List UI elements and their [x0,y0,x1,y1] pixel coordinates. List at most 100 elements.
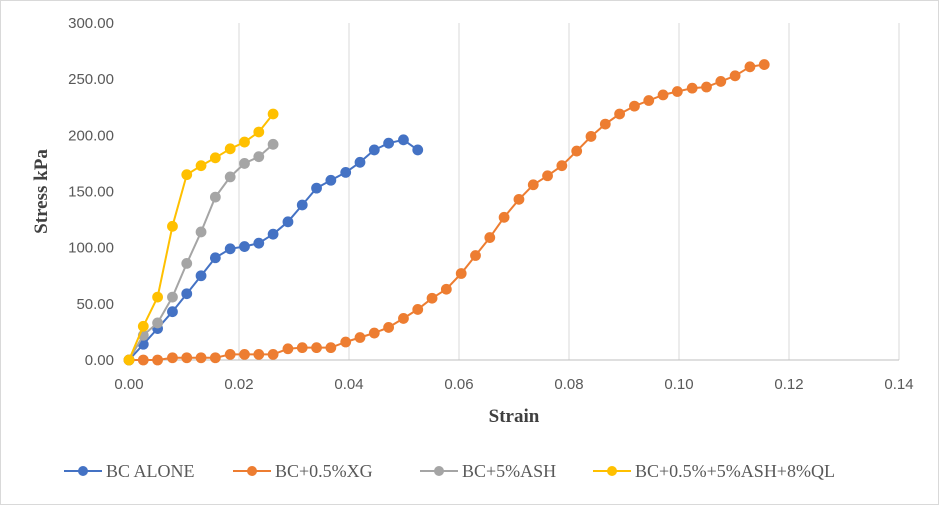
data-point [311,182,322,194]
data-point [195,352,207,364]
data-point [224,171,236,183]
series-layer [123,59,770,366]
data-point [513,193,525,205]
x-tick-label: 0.08 [554,376,583,393]
data-point [657,89,669,101]
legend-swatch-marker [434,466,444,476]
data-point [239,136,250,148]
data-point [412,304,424,315]
series-bc-0-5-5-ash-8-ql [123,108,279,366]
tick-labels: 0.00 50.00 100.00 150.00 200.00 250.00 300.00 0… [68,15,913,393]
x-tick-label: 0.10 [664,376,693,393]
data-point [671,86,683,97]
data-point [181,169,193,181]
data-point [585,131,597,142]
data-point [267,228,279,240]
data-point [340,336,352,348]
legend-swatch-marker [78,466,88,476]
data-point [368,327,380,339]
data-point [426,292,438,304]
data-point [253,151,265,163]
y-tick-label: 50.00 [76,296,114,313]
data-point [440,283,452,295]
data-point [470,250,481,261]
data-point [167,291,178,303]
data-point [181,257,193,269]
data-point [195,226,207,238]
data-point [152,291,164,303]
data-point [398,134,409,146]
data-point [209,191,221,203]
legend-item: BC+0.5%+5%ASH+8%QL [593,461,835,481]
data-point [383,137,395,149]
legend-label: BC+0.5%+5%ASH+8%QL [635,461,835,481]
data-point [412,144,424,156]
data-point [340,167,352,178]
series-bc-5-ash [123,138,279,366]
data-point [253,126,265,138]
data-point [282,216,294,228]
data-point [224,143,236,155]
legend-item: BC+5%ASH [420,461,556,481]
data-point [643,95,655,106]
data-point [137,320,149,332]
data-point [267,138,279,150]
data-point [253,237,265,249]
data-point [729,70,741,82]
legend-label: BC ALONE [106,461,195,481]
y-tick-label: 100.00 [68,240,114,257]
data-point [455,268,467,279]
data-point [282,343,294,355]
x-tick-label: 0.02 [224,376,253,393]
data-point [209,352,221,364]
data-point [296,342,308,354]
y-tick-label: 250.00 [68,71,114,88]
data-point [137,354,149,366]
data-point [253,348,265,360]
legend-swatch-marker [247,466,257,476]
data-point [195,160,207,172]
data-point [239,348,250,360]
data-point [123,354,135,366]
data-point [686,82,698,94]
data-point [484,232,496,243]
data-point [167,306,178,318]
data-point [571,145,583,157]
data-point [354,156,366,168]
y-tick-label: 0.00 [85,352,114,369]
data-point [267,108,279,120]
data-point [629,100,640,112]
data-point [556,160,568,172]
legend-swatch-marker [607,466,617,476]
data-point [701,81,712,93]
x-axis-title: Strain [489,406,540,427]
data-point [224,243,236,255]
x-tick-label: 0.12 [774,376,803,393]
y-tick-label: 200.00 [68,127,114,144]
legend-label: BC+5%ASH [462,461,556,481]
x-tick-label: 0.04 [334,376,363,393]
y-tick-label: 150.00 [68,184,114,201]
data-point [368,144,380,156]
data-point [614,108,625,120]
legend: BC ALONE BC+0.5%XG BC+5%ASH BC+0.5%+5%ASH+8… [64,461,835,481]
x-tick-label: 0.00 [114,376,143,393]
data-point [181,352,193,364]
data-point [267,348,279,360]
data-point [398,313,409,324]
data-point [744,61,756,73]
data-point [152,317,164,329]
legend-item: BC ALONE [64,461,195,481]
data-point [542,170,553,182]
data-point [239,241,250,252]
series-line [129,63,765,361]
data-point [209,252,221,264]
y-tick-label: 300.00 [68,15,114,32]
data-point [167,352,178,364]
data-point [599,118,611,130]
data-point [209,152,221,164]
data-point [383,322,395,333]
data-point [325,342,337,354]
series-line [128,143,274,361]
x-tick-label: 0.14 [884,376,913,393]
